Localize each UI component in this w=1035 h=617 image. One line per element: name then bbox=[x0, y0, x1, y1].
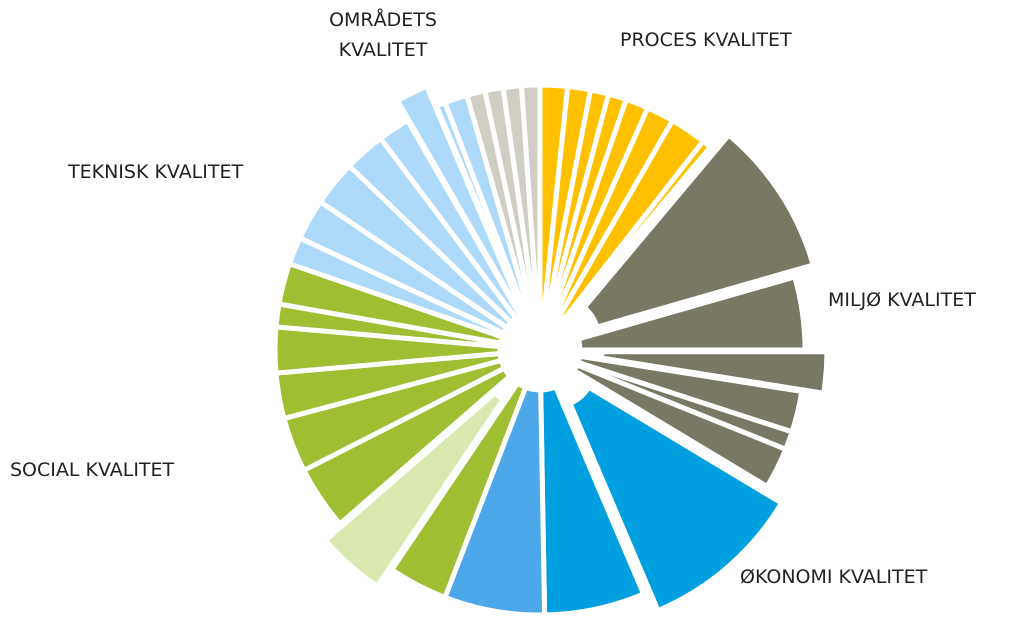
group-label: OMRÅDETS KVALITET bbox=[329, 9, 437, 61]
pie-slice bbox=[518, 82, 543, 313]
pie-slice bbox=[566, 383, 786, 614]
pie-slice bbox=[388, 379, 529, 601]
pie-slice bbox=[561, 137, 714, 323]
pie-slice bbox=[377, 117, 524, 322]
group-label: ØKONOMI KVALITET bbox=[740, 566, 928, 588]
group-label: MILJØ KVALITET bbox=[828, 289, 976, 311]
pie-slice bbox=[321, 389, 507, 590]
group-label: PROCES KVALITET bbox=[620, 29, 792, 51]
pie-slice bbox=[570, 361, 789, 490]
group-label: SOCIAL KVALITET bbox=[10, 459, 175, 481]
pie-slice bbox=[580, 131, 817, 331]
group-label: TEKNISK KVALITET bbox=[68, 161, 244, 183]
